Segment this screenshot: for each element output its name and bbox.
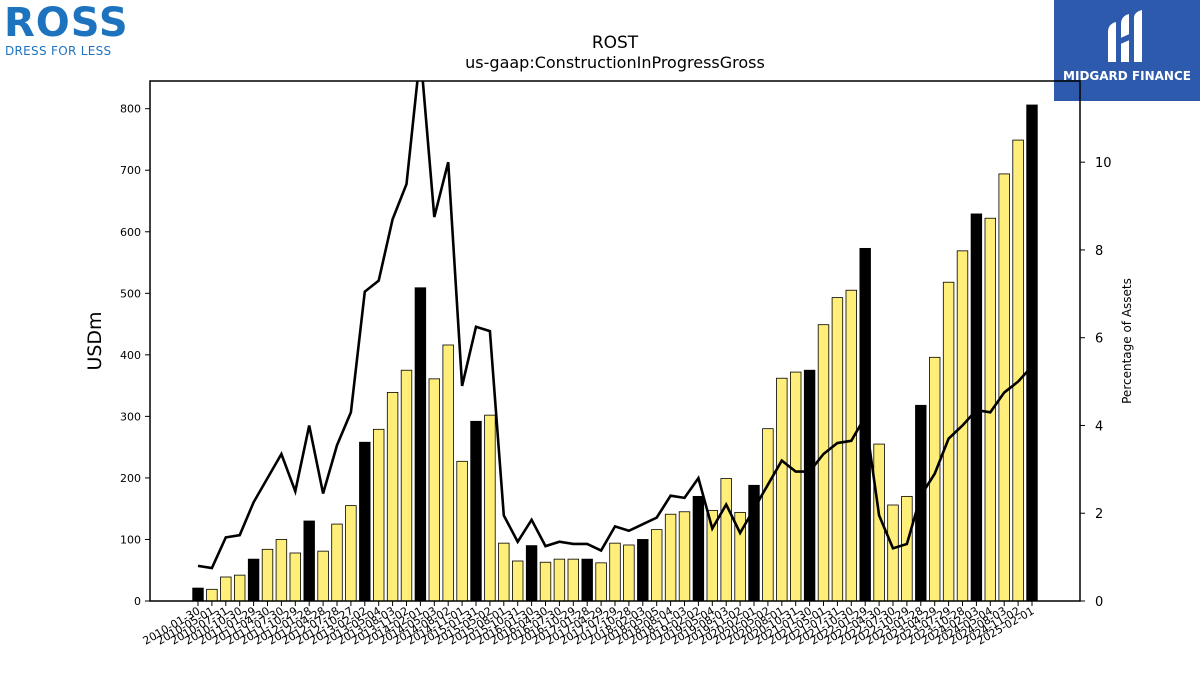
bar xyxy=(220,576,232,602)
y-tick-label: 400 xyxy=(120,349,141,362)
bar xyxy=(720,478,732,602)
y2-axis-label: Percentage of Assets xyxy=(1120,278,1134,404)
percentage-line xyxy=(197,81,1033,570)
midgard-finance-logo: MIDGARD FINANCE xyxy=(1054,0,1200,101)
bar xyxy=(386,391,399,602)
ross-logo-word: ROSS xyxy=(4,0,129,46)
bar xyxy=(970,213,983,602)
y-tick-label: 800 xyxy=(120,103,141,116)
bar xyxy=(790,371,802,602)
bar xyxy=(998,173,1010,602)
bar xyxy=(400,369,413,602)
bar xyxy=(484,414,496,602)
bar xyxy=(762,428,774,602)
bar xyxy=(637,539,649,602)
bar xyxy=(303,520,315,602)
bar xyxy=(984,217,997,602)
bar xyxy=(525,545,538,602)
y-axis-label: USDm xyxy=(84,311,106,370)
bar xyxy=(581,558,593,602)
bar xyxy=(678,511,691,602)
bar xyxy=(567,558,580,602)
bar xyxy=(901,495,913,602)
bar xyxy=(414,287,427,602)
bar xyxy=(553,558,566,602)
bar xyxy=(470,420,482,602)
bar xyxy=(845,289,858,602)
y2-tick-label: 6 xyxy=(1095,332,1103,347)
bar xyxy=(317,550,329,602)
y-tick-label: 300 xyxy=(120,410,141,423)
bar xyxy=(512,560,524,602)
bar xyxy=(623,544,635,602)
bar xyxy=(651,529,663,602)
bar xyxy=(247,558,260,602)
bar xyxy=(359,441,371,602)
ross-logo: ROSS DRESS FOR LESS xyxy=(4,0,136,58)
midgard-mark-icon xyxy=(1108,10,1142,62)
bar xyxy=(456,460,468,602)
y-tick-label: 500 xyxy=(120,287,141,300)
y2-tick-label: 8 xyxy=(1095,244,1103,259)
y-tick-label: 600 xyxy=(120,226,141,239)
y-tick-label: 100 xyxy=(120,533,141,546)
bar xyxy=(331,523,343,602)
y2-tick-label: 4 xyxy=(1095,419,1103,434)
bar xyxy=(1012,139,1024,602)
bar xyxy=(206,588,218,602)
bar xyxy=(289,552,302,602)
bar xyxy=(372,428,385,602)
bar xyxy=(817,324,830,602)
bar xyxy=(803,369,816,602)
y-tick-label: 0 xyxy=(134,595,141,608)
y2-tick-label: 0 xyxy=(1095,595,1103,610)
bar xyxy=(261,548,274,602)
y-tick-label: 700 xyxy=(120,164,141,177)
bar xyxy=(345,505,357,602)
bar xyxy=(1026,104,1038,602)
bar xyxy=(887,504,899,602)
bar xyxy=(915,404,927,602)
ross-logo-tagline: DRESS FOR LESS xyxy=(5,44,112,58)
bar xyxy=(776,377,788,602)
bar xyxy=(595,562,607,602)
y2-tick-label: 10 xyxy=(1095,156,1112,171)
bar xyxy=(692,495,705,602)
chart-subtitle: us-gaap:ConstructionInProgressGross xyxy=(465,53,765,72)
plot-area: 010020030040050060070080002468102010-01-… xyxy=(120,80,1112,648)
bar xyxy=(539,561,552,602)
y-tick-label: 200 xyxy=(120,472,141,485)
bar xyxy=(275,539,288,602)
bar xyxy=(442,344,454,602)
chart-title: ROST xyxy=(592,33,639,53)
bar xyxy=(609,542,621,602)
y2-tick-label: 2 xyxy=(1095,507,1103,522)
bar xyxy=(831,297,844,602)
bar xyxy=(428,378,441,602)
bar xyxy=(192,587,204,602)
plot-frame xyxy=(149,80,1081,602)
bar xyxy=(664,513,677,602)
bar xyxy=(498,542,510,602)
bar xyxy=(233,574,246,602)
midgard-finance-name: MIDGARD FINANCE xyxy=(1063,69,1191,83)
